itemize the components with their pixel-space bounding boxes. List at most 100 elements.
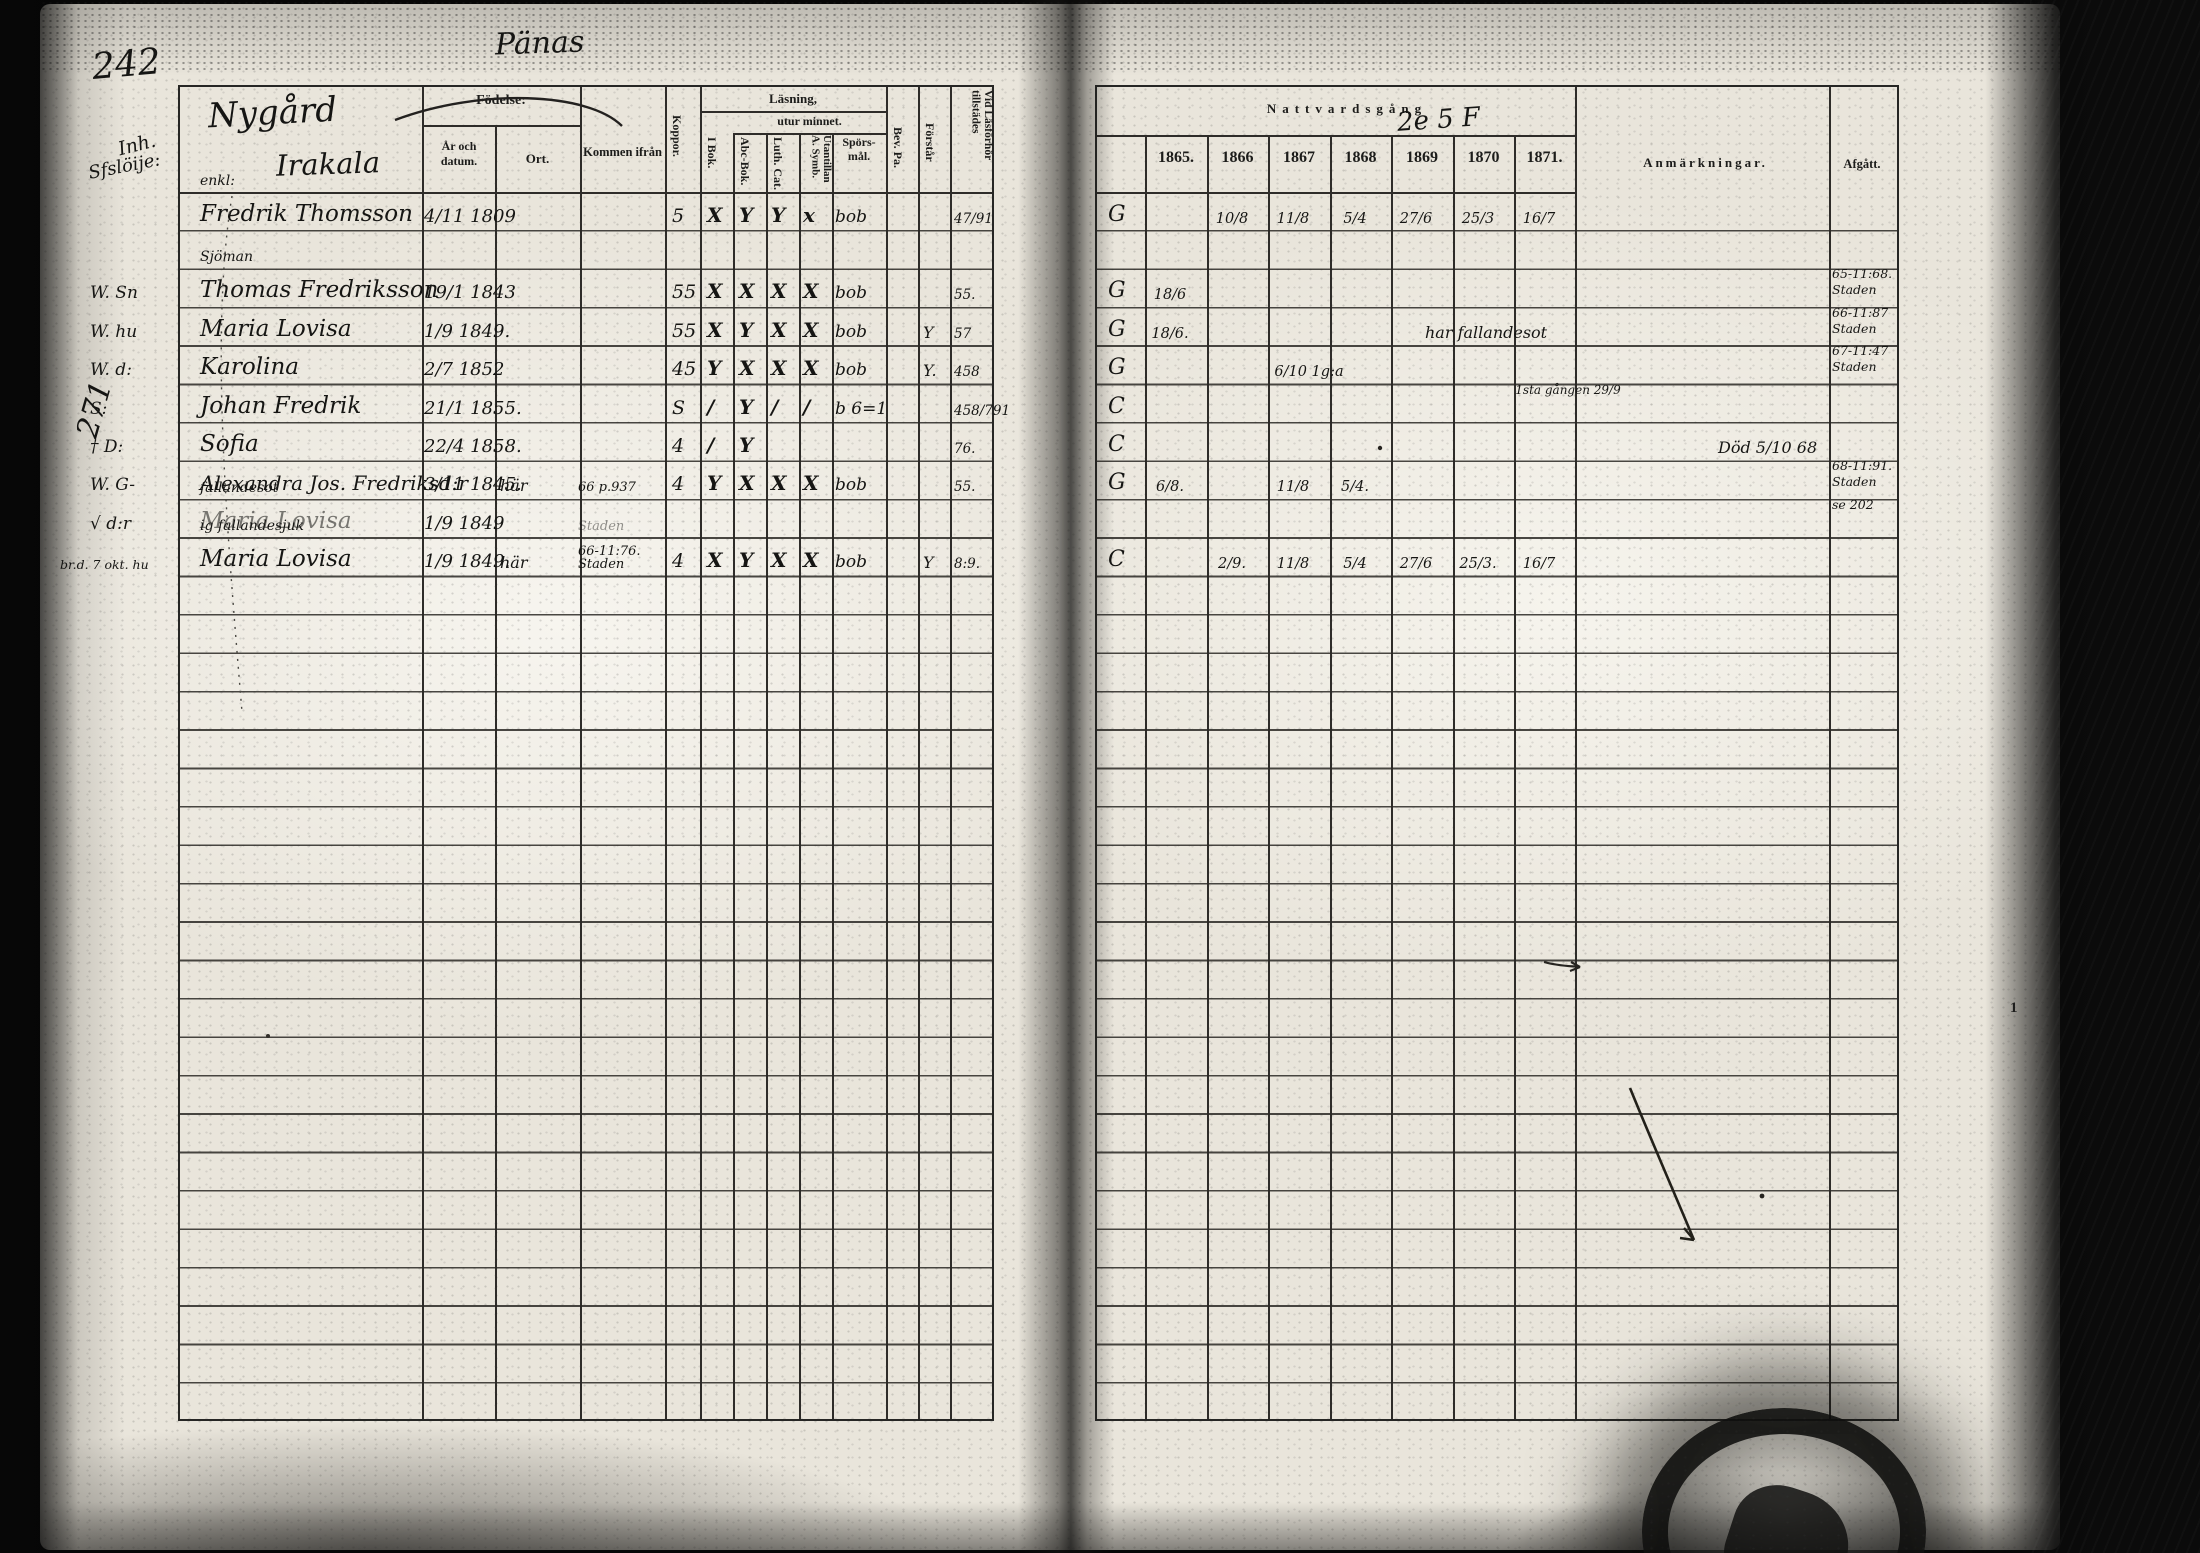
communion-1870: 25/3: [1461, 211, 1495, 227]
rule: [700, 111, 886, 113]
col-header-nattvardsgang: Nattvardsgång: [1266, 101, 1428, 116]
reading-mark: /: [707, 395, 715, 419]
sporsmal-mark: bob: [835, 207, 867, 227]
col-header-i-bok: I Bok.: [705, 137, 719, 169]
margin-relation: √ d:r: [90, 514, 131, 534]
person-name: Fredrik Thomsson: [200, 201, 413, 227]
year-header-1869: 1869: [1406, 149, 1438, 166]
record-row-9: br.d. 7 okt. hu ig fallandesjuk Maria Lo…: [60, 518, 1900, 573]
communion-1870: 25/3.: [1459, 556, 1497, 572]
record-row-7: W. G- Alexandra Jos. Fredriksd:r 3/11 18…: [90, 458, 1900, 496]
birth-date: 19/1 1843: [424, 282, 516, 303]
reading-mark: Y: [739, 548, 754, 572]
reading-mark: X: [707, 279, 723, 303]
communion-1871: 16/7: [1522, 556, 1556, 572]
year-header-1867: 1867: [1283, 149, 1315, 166]
lasforhor-number: 76.: [954, 441, 976, 457]
col-header-abc-bok: Abc-Bok.: [738, 137, 752, 186]
col-header-koppor: Koppor.: [670, 115, 684, 157]
rule: [733, 133, 886, 135]
person-name: Karolina: [200, 354, 299, 380]
reading-mark: X: [707, 318, 723, 342]
communion-1867: 6/10 1g:a: [1274, 364, 1344, 380]
kommen-ifran-entry: Staden: [578, 519, 625, 535]
reading-mark: Y: [739, 395, 754, 419]
margin-relation: † D:: [90, 437, 124, 457]
birth-date: 1/9 1849.: [424, 551, 511, 572]
col-header-fodelse: Födelse:: [476, 93, 526, 108]
koppor-mark: 4: [672, 435, 685, 457]
margin-relation: W. G-: [90, 475, 135, 495]
person-name: Maria Lovisa: [200, 316, 352, 342]
col-header-sporsmal: Spörs-mål.: [842, 135, 876, 164]
afgatt-entry: 66-11:87: [1832, 305, 1889, 320]
col-header-forstar: Förstår: [923, 123, 937, 162]
year-header-1865: 1865.: [1158, 149, 1194, 166]
left-page-table: Födelse: År och datum. Ort. Kommen ifrån…: [178, 85, 994, 1421]
reading-mark: X: [803, 279, 819, 303]
afgatt-entry: 67-11:47: [1832, 343, 1889, 358]
koppor-mark: 5: [672, 205, 685, 227]
reading-mark: /: [707, 433, 715, 457]
reading-mark: /: [803, 395, 811, 419]
col-header-vid-lasforhor: Vid Läsförhör tillstädes: [969, 90, 994, 160]
remark: har fallandesot: [1425, 323, 1548, 342]
reading-mark: Y: [707, 471, 722, 495]
communion-1869: 27/6: [1399, 211, 1433, 227]
forstar-mark: Y: [923, 553, 934, 572]
year-header-1868: 1868: [1344, 149, 1377, 166]
birth-date: 22/4 1858.: [424, 436, 522, 457]
reading-mark: X: [739, 471, 755, 495]
rule: [422, 125, 580, 127]
communion-1867: 11/8: [1276, 556, 1310, 572]
year-header-1870: 1870: [1467, 149, 1500, 166]
col-header-kommen-ifran: Kommen ifrån: [583, 145, 662, 159]
communion-1865: 18/6.: [1151, 326, 1189, 342]
birth-date: 1/9 1849.: [424, 321, 511, 342]
stamp-emblem: [1713, 1473, 1863, 1553]
right-page-table: Nattvardsgång 2e 5 F 1865. 1866 1867 186…: [1095, 85, 1899, 1421]
reading-mark: X: [771, 318, 787, 342]
record-row-1: enkl: Fredrik Thomsson 4/11 1809 5 X Y Y…: [178, 173, 1900, 228]
margin-relation: S:: [90, 399, 108, 419]
birth-date: 3/11 1845.: [424, 474, 522, 495]
lasforhor-number: 47/91: [954, 211, 993, 227]
reading-mark: Y: [739, 433, 754, 457]
communion-1871: 1sta gången 29/9: [1515, 383, 1621, 397]
reading-mark: X: [803, 356, 819, 380]
person-name: Alexandra Jos. Fredriksd:r: [200, 471, 468, 495]
communion-1868: 5/4: [1343, 556, 1367, 572]
reading-mark: /: [771, 395, 779, 419]
afgatt-entry: Staden: [1832, 474, 1877, 489]
header-bottom-rule: [180, 192, 992, 194]
col-header-bev-pa: Bev. Pa.: [891, 127, 905, 168]
col-header-utur-minnet: utur minnet.: [777, 114, 842, 128]
rule: [1097, 135, 1575, 137]
afgatt-entry: Staden: [1832, 282, 1877, 297]
scan-edge-right: [1985, 0, 2200, 1553]
reading-mark: X: [771, 356, 787, 380]
record-row-6: † D: Sofia 22/4 1858. 4 / Y 76. C Död 5/…: [90, 420, 1900, 458]
sporsmal-mark: bob: [835, 322, 867, 342]
reading-mark: X: [803, 548, 819, 572]
rule: [1097, 192, 1575, 194]
afgatt-entry: se 202: [1832, 497, 1874, 512]
forstar-mark: Y: [923, 323, 934, 342]
reading-mark: X: [771, 548, 787, 572]
sporsmal-mark: b 6=1: [835, 399, 888, 419]
row-note: Sjöman: [200, 249, 253, 265]
communion-1868: 5/4.: [1341, 479, 1369, 495]
kommen-ifran-entry: 66-11:76. Staden: [578, 543, 641, 573]
col-header-luth-cat: Luth. Cat.: [771, 137, 785, 191]
reading-mark: Y: [771, 203, 786, 227]
communion-1865: 6/8.: [1156, 479, 1184, 495]
reading-mark: X: [739, 279, 755, 303]
reading-mark: X: [707, 548, 723, 572]
birth-date: 4/11 1809: [424, 206, 516, 227]
year-header-1871: 1871.: [1526, 149, 1563, 166]
koppor-mark: 55: [672, 320, 697, 342]
record-row-5: S: Johan Fredrik 21/1 1855. S / Y / / b …: [90, 382, 1900, 420]
ruled-lines: [180, 230, 992, 1419]
afgatt-entry: Staden: [1832, 359, 1877, 374]
